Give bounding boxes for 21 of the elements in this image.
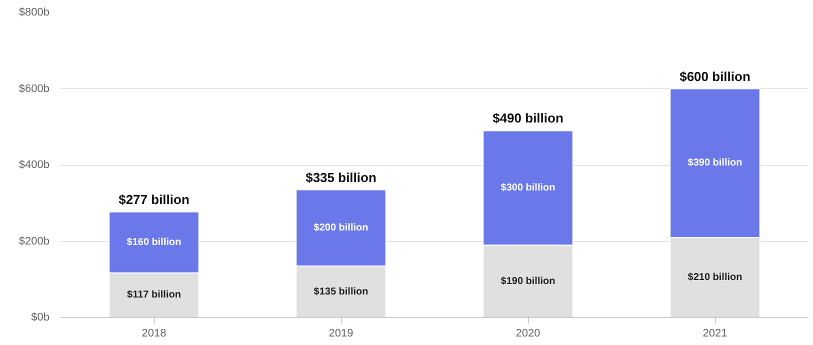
data-label: $135 billion bbox=[314, 286, 368, 298]
data-label: $200 billion bbox=[314, 222, 368, 234]
y-tick-label: $200b bbox=[18, 235, 50, 248]
y-tick-label: $800b bbox=[18, 6, 50, 18]
data-label: $160 billion bbox=[126, 236, 182, 248]
data-label: $390 billion bbox=[688, 158, 742, 169]
x-tick-label: 2019 bbox=[328, 328, 354, 340]
y-tick-label: $400b bbox=[18, 159, 50, 171]
total-label: $600 billion bbox=[680, 68, 750, 84]
data-label: $300 billion bbox=[500, 182, 556, 194]
total-label: $277 billion bbox=[118, 192, 190, 207]
total-label: $335 billion bbox=[306, 170, 376, 185]
total-label: $490 billion bbox=[492, 110, 564, 126]
x-tick-label: 2018 bbox=[142, 328, 166, 340]
data-label: $190 billion bbox=[500, 276, 556, 287]
x-tick-label: 2020 bbox=[516, 328, 540, 340]
data-label: $210 billion bbox=[688, 272, 742, 283]
y-tick-label: $600b bbox=[18, 82, 50, 95]
x-tick-label: 2021 bbox=[702, 328, 728, 340]
y-tick-label: $0b bbox=[31, 312, 50, 324]
data-label: $117 billion bbox=[127, 290, 181, 301]
